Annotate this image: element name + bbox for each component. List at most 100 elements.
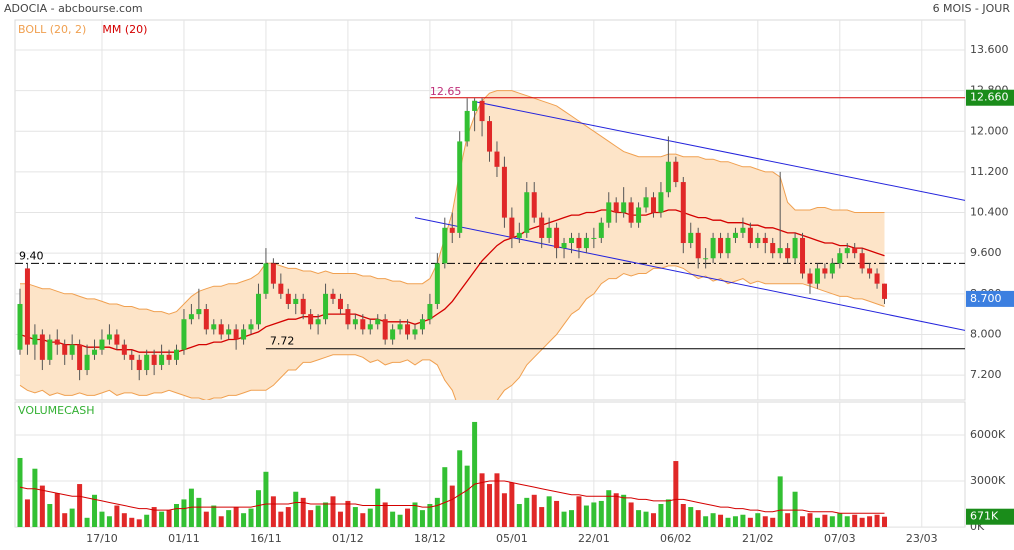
candle-body (419, 319, 425, 330)
candle-body (487, 121, 493, 152)
chart-subtitle: 6 MOIS - JOUR (933, 2, 1011, 15)
volume-bar (509, 482, 515, 527)
volume-bar (546, 496, 552, 527)
candle-body (136, 359, 142, 371)
candle-body (32, 334, 38, 345)
volume-bar (92, 494, 98, 527)
candle-body (546, 227, 552, 238)
bollinger-lower (19, 265, 885, 400)
volume-bar (345, 500, 351, 527)
x-tick-label: 06/02 (660, 532, 692, 545)
candle-body (39, 334, 45, 360)
volume-bar (114, 505, 120, 527)
reference-label: 9.40 (19, 249, 44, 262)
volume-bar (218, 516, 224, 527)
volume-bar (859, 517, 865, 527)
volume-bar (472, 421, 478, 527)
candle-body (337, 298, 343, 310)
volume-bar (32, 468, 38, 527)
candle-body (352, 319, 358, 325)
volume-bar (628, 502, 634, 527)
candle-body (278, 283, 284, 294)
volume-bar (270, 496, 276, 527)
candle-body (99, 339, 105, 350)
candle-body (777, 248, 783, 254)
volume-bar (725, 517, 731, 527)
volume-bar (278, 511, 284, 527)
candle-body (479, 100, 485, 122)
candle-body (390, 329, 396, 340)
y-tick-label: 10.400 (970, 206, 1009, 219)
candle-body (822, 268, 828, 274)
candle-body (248, 324, 254, 330)
volume-bar (643, 511, 649, 527)
volume-bar (591, 502, 597, 527)
candle-body (725, 237, 731, 254)
candle-body (434, 263, 440, 304)
volume-plot (15, 402, 965, 527)
candle-body (643, 197, 649, 208)
volume-bar (188, 488, 194, 527)
candle-body (539, 217, 545, 238)
candle-body (606, 202, 612, 223)
candle-body (531, 192, 537, 218)
candle-body (859, 253, 865, 269)
candle-body (255, 293, 261, 325)
annotation: 12.65 (430, 85, 462, 98)
legend-entry: MM (20) (102, 23, 147, 36)
candle-body (166, 354, 172, 360)
volume-bar (554, 500, 560, 527)
volume-bar (39, 485, 45, 527)
candle-body (241, 329, 247, 340)
candle-body (233, 329, 239, 340)
volume-bar (174, 503, 180, 527)
candle-body (188, 314, 194, 320)
volume-bar (166, 510, 172, 527)
volume-bar (695, 510, 701, 527)
candle-body (583, 237, 589, 249)
candle-body (568, 237, 574, 244)
volume-bar (606, 490, 612, 527)
y-tick-label: 3000K (970, 474, 1006, 487)
volume-bar (323, 502, 329, 527)
candle-body (24, 268, 30, 345)
candle-body (732, 232, 738, 238)
volume-bar (24, 499, 30, 527)
volume-bar (583, 505, 589, 527)
candle-body (472, 100, 478, 111)
volume-bar (829, 516, 835, 527)
candle-body (785, 248, 791, 259)
volume-bar (650, 513, 656, 527)
y-tick-label: 7.200 (970, 368, 1002, 381)
candle-body (747, 227, 753, 244)
candle-body (211, 324, 217, 330)
volume-bar (568, 510, 574, 527)
candle-body (114, 334, 120, 345)
candle-body (494, 151, 500, 167)
volume-bar (770, 517, 776, 527)
candle-body (703, 258, 709, 260)
price-badge-label: 8.700 (970, 292, 1002, 305)
x-tick-label: 22/01 (578, 532, 610, 545)
volume-bar (47, 503, 53, 527)
candle-body (874, 273, 880, 284)
volume-bar (882, 516, 888, 527)
candle-body (464, 110, 470, 142)
volume-bar (367, 508, 373, 527)
volume-bar (121, 513, 127, 527)
volume-bar (658, 503, 664, 527)
volume-bar (77, 484, 83, 527)
candle-body (345, 309, 351, 325)
candle-body (882, 283, 888, 299)
volume-bar (211, 505, 217, 527)
candle-body (315, 319, 321, 325)
volume-bar (852, 514, 858, 527)
candle-body (613, 202, 619, 213)
x-tick-label: 18/12 (414, 532, 446, 545)
candle-body (658, 192, 664, 213)
candle-body (636, 207, 642, 223)
volume-bar (405, 508, 411, 527)
volume-bar (449, 485, 455, 527)
volume-bar (144, 514, 150, 527)
volume-bar (636, 510, 642, 527)
